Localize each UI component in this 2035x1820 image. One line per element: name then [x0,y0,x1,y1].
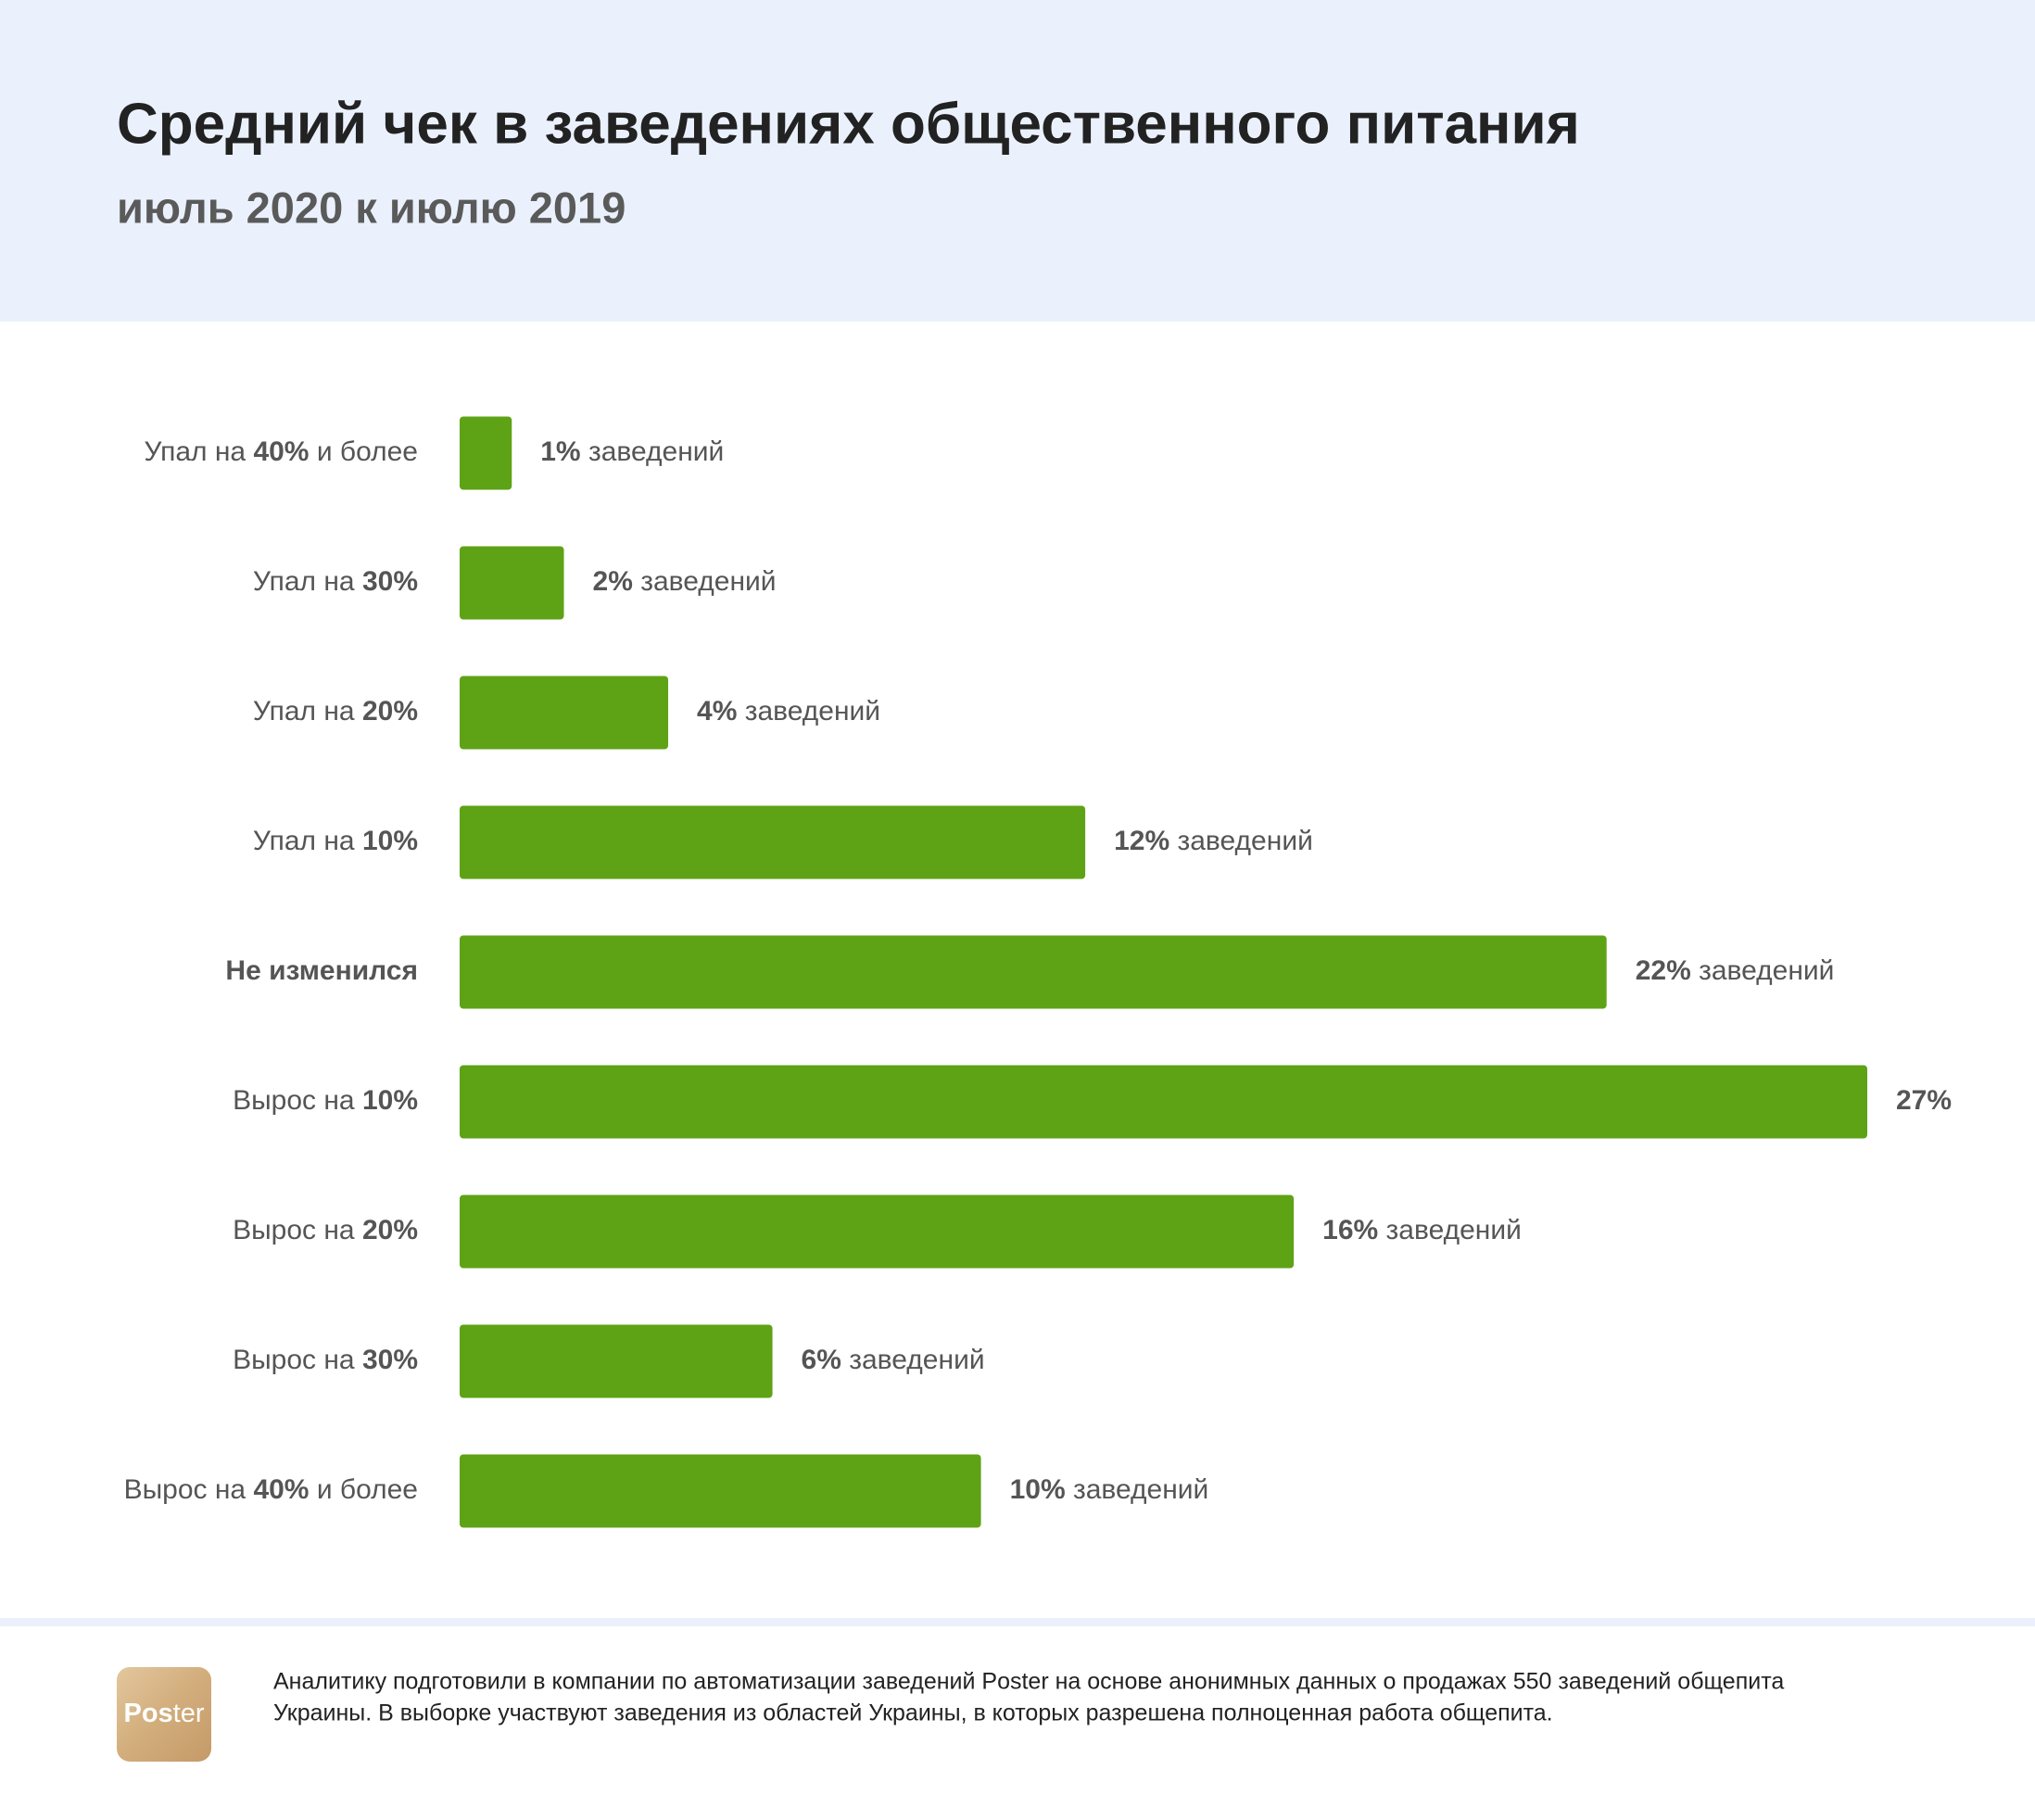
category-label: Не изменился [225,955,418,986]
bar [460,1324,773,1398]
value-label: 16% заведений [1322,1215,1522,1245]
value-label: 2% заведений [593,566,777,597]
bar [460,1194,1295,1269]
value-label: 4% заведений [697,696,880,727]
chart-title: Средний чек в заведениях общественного п… [117,92,1580,156]
bar [460,805,1086,879]
chart-subtitle: июль 2020 к июлю 2019 [117,183,626,232]
value-label: 1% заведений [540,436,724,467]
category-label: Упал на 30% [253,566,418,597]
value-label: 22% заведений [1636,955,1835,986]
value-label: 12% заведений [1114,826,1313,856]
category-label: Вырос на 10% [233,1085,418,1116]
bar [460,546,564,620]
source-note: Украины. В выборке участвуют заведения и… [273,1700,1553,1726]
bar [460,416,512,490]
category-label: Вырос на 30% [233,1345,418,1375]
category-label: Упал на 20% [253,696,418,727]
logo-text: Poster [123,1699,204,1728]
bar [460,1065,1867,1139]
value-label: 10% заведений [1010,1474,1209,1505]
bar [460,676,669,750]
bar [460,1454,981,1528]
value-label: 6% заведений [802,1345,985,1375]
category-label: Упал на 40% и более [144,436,418,467]
category-label: Вырос на 20% [233,1215,418,1245]
header-background [0,0,2035,322]
separator [0,1618,2035,1626]
source-note: Аналитику подготовили в компании по авто… [273,1669,1784,1695]
value-label: 27% [1896,1085,1952,1116]
category-label: Упал на 10% [253,826,418,856]
category-label: Вырос на 40% и более [124,1474,418,1505]
bar [460,935,1607,1009]
logo [117,1667,211,1762]
